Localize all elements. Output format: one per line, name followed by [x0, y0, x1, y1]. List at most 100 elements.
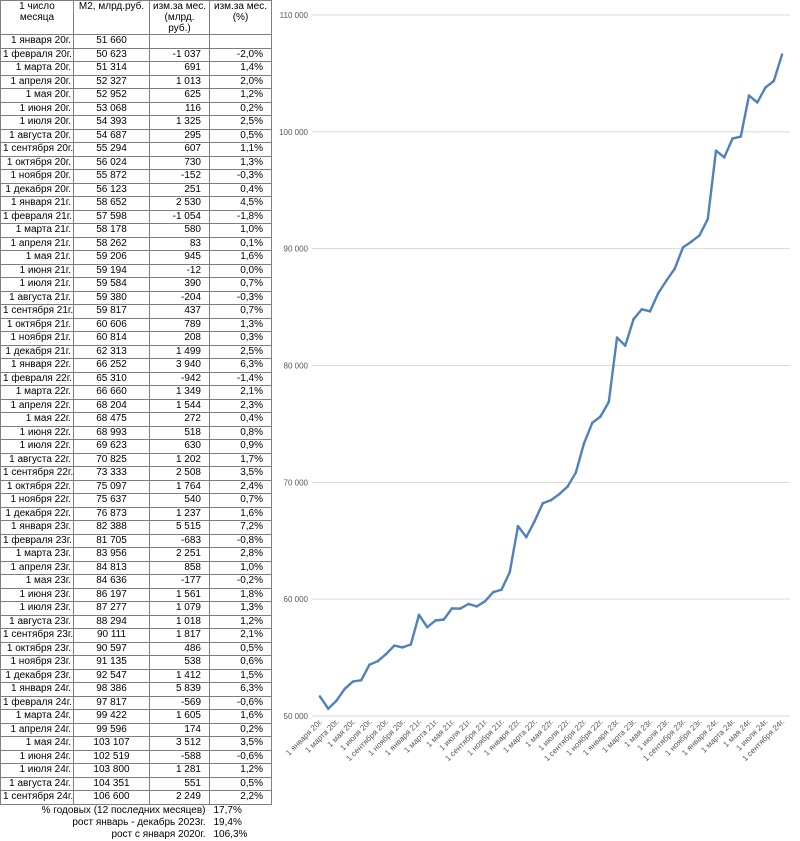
y-tick-label: 100 000 — [279, 128, 308, 137]
cell-change-pct: 1,2% — [209, 88, 272, 103]
table-row: 1 августа 23г. 88 294 1 018 1,2% — [0, 614, 272, 629]
cell-m2: 55 294 — [73, 142, 150, 157]
cell-month: 1 сентября 22г. — [0, 466, 74, 481]
cell-change-abs: 83 — [149, 236, 210, 251]
y-tick-label: 70 000 — [284, 478, 309, 487]
cell-change-abs: 1 544 — [149, 398, 210, 413]
cell-change-abs: 551 — [149, 776, 210, 791]
table-row: 1 августа 20г. 54 687 295 0,5% — [0, 128, 272, 143]
cell-month: 1 февраля 20г. — [0, 47, 74, 62]
cell-change-abs: 390 — [149, 277, 210, 292]
cell-change-pct: 2,3% — [209, 398, 272, 413]
cell-change-abs: 1 325 — [149, 115, 210, 130]
table-row: 1 июля 23г. 87 277 1 079 1,3% — [0, 601, 272, 616]
cell-m2: 75 097 — [73, 479, 150, 494]
table-row: 1 сентября 21г. 59 817 437 0,7% — [0, 304, 272, 319]
summary-row: % годовых (12 последних месяцев) 17,7% — [1, 804, 272, 817]
cell-m2: 51 314 — [73, 61, 150, 76]
cell-month: 1 марта 20г. — [0, 61, 74, 76]
cell-change-pct: 4,5% — [209, 196, 272, 211]
cell-month: 1 июля 23г. — [0, 601, 74, 616]
header-change-abs: изм.за мес. (млрд. руб.) — [149, 0, 210, 35]
table-row: 1 июня 22г. 68 993 518 0,8% — [0, 425, 272, 440]
cell-change-abs: 295 — [149, 128, 210, 143]
table-row: 1 апреля 23г. 84 813 858 1,0% — [0, 560, 272, 575]
cell-change-abs: 858 — [149, 560, 210, 575]
cell-month: 1 ноября 20г. — [0, 169, 74, 184]
table-row: 1 мая 23г. 84 636 -177 -0,2% — [0, 574, 272, 589]
cell-m2: 65 310 — [73, 371, 150, 386]
table-row: 1 марта 24г. 99 422 1 605 1,6% — [0, 709, 272, 724]
cell-change-abs: -1 037 — [149, 47, 210, 62]
m2-data-table: 1 число месяца М2, млрд.руб. изм.за мес.… — [0, 0, 272, 841]
cell-change-abs: -152 — [149, 169, 210, 184]
data-point — [508, 570, 512, 574]
cell-change-pct: 0,9% — [209, 439, 272, 454]
table-row: 1 апреля 21г. 58 262 83 0,1% — [0, 236, 272, 251]
cell-change-abs: 630 — [149, 439, 210, 454]
cell-change-abs: 1 412 — [149, 668, 210, 683]
cell-month: 1 февраля 24г. — [0, 695, 74, 710]
cell-change-pct: -0,2% — [209, 574, 272, 589]
cell-month: 1 ноября 23г. — [0, 655, 74, 670]
cell-change-pct: 1,3% — [209, 317, 272, 332]
summary-value: 19,4% — [213, 816, 242, 828]
cell-change-pct: 0,5% — [209, 776, 272, 791]
cell-month: 1 сентября 23г. — [0, 628, 74, 643]
cell-change-pct: 2,1% — [209, 385, 272, 400]
cell-month: 1 марта 21г. — [0, 223, 74, 238]
data-point — [351, 680, 355, 683]
data-point — [566, 485, 569, 489]
cell-change-abs — [149, 34, 210, 49]
table-row: 1 июня 23г. 86 197 1 561 1,8% — [0, 587, 272, 602]
cell-m2: 52 952 — [73, 88, 150, 103]
cell-change-pct: 1,0% — [209, 223, 272, 238]
data-point — [739, 135, 743, 138]
table-row: 1 мая 20г. 52 952 625 1,2% — [0, 88, 272, 103]
cell-month: 1 октября 21г. — [0, 317, 74, 332]
table-row: 1 ноября 22г. 75 637 540 0,7% — [0, 493, 272, 508]
cell-change-abs: 174 — [149, 722, 210, 737]
cell-change-pct: 1,6% — [209, 506, 272, 521]
cell-m2: 59 817 — [73, 304, 150, 319]
cell-month: 1 сентября 21г. — [0, 304, 74, 319]
cell-month: 1 января 24г. — [0, 682, 74, 697]
cell-month: 1 декабря 23г. — [0, 668, 74, 683]
data-point — [772, 79, 776, 83]
cell-m2: 69 623 — [73, 439, 150, 454]
data-point — [681, 246, 685, 249]
data-point — [615, 336, 619, 339]
table-row: 1 марта 20г. 51 314 691 1,4% — [0, 61, 272, 76]
cell-change-pct: 1,2% — [209, 614, 272, 629]
cell-change-abs: -12 — [149, 263, 210, 278]
table-row: 1 октября 21г. 60 606 789 1,3% — [0, 317, 272, 332]
cell-m2: 56 024 — [73, 155, 150, 170]
cell-m2: 60 606 — [73, 317, 150, 332]
cell-month: 1 июня 23г. — [0, 587, 74, 602]
cell-change-pct: 0,0% — [209, 263, 272, 278]
cell-change-pct: 2,5% — [209, 344, 272, 359]
data-point — [417, 613, 421, 617]
table-row: 1 июня 24г. 102 519 -588 -0,6% — [0, 749, 272, 764]
cell-change-abs: -588 — [149, 749, 210, 764]
data-point — [582, 442, 586, 445]
cell-month: 1 июня 21г. — [0, 263, 74, 278]
cell-change-pct: 2,8% — [209, 547, 272, 562]
cell-change-pct: 1,7% — [209, 452, 272, 467]
table-row: 1 октября 20г. 56 024 730 1,3% — [0, 155, 272, 170]
cell-change-pct: -0,8% — [209, 533, 272, 548]
cell-month: 1 февраля 22г. — [0, 371, 74, 386]
cell-change-abs: 437 — [149, 304, 210, 319]
cell-month: 1 февраля 21г. — [0, 209, 74, 224]
table-row: 1 ноября 20г. 55 872 -152 -0,3% — [0, 169, 272, 184]
data-point — [500, 588, 503, 591]
header-m2: М2, млрд.руб. — [73, 0, 150, 35]
cell-change-abs: 2 249 — [149, 790, 210, 805]
data-point — [401, 646, 404, 649]
cell-change-abs: 116 — [149, 101, 210, 116]
cell-change-pct: 0,8% — [209, 425, 272, 440]
table-row: 1 августа 24г. 104 351 551 0,5% — [0, 776, 272, 791]
data-point — [557, 492, 561, 496]
cell-change-abs: 1 018 — [149, 614, 210, 629]
cell-change-abs: 5 839 — [149, 682, 210, 697]
